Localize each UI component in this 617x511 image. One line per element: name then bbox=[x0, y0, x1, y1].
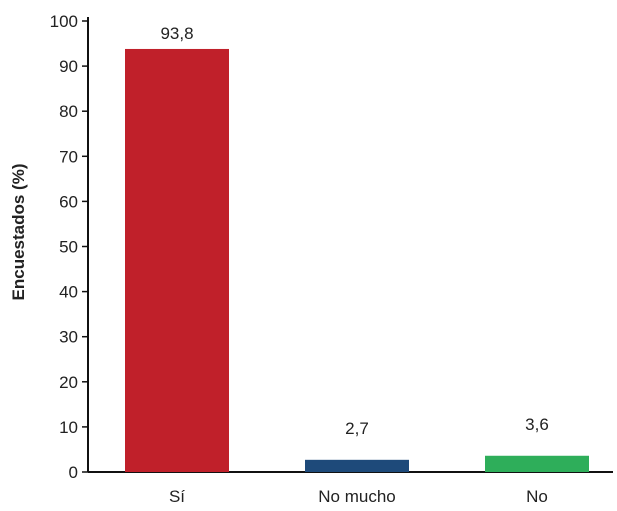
y-axis: 0 10 20 30 40 50 60 70 80 90 100 bbox=[50, 12, 89, 482]
x-category-label: Sí bbox=[169, 487, 185, 506]
y-tick-label: 60 bbox=[59, 192, 78, 211]
y-tick-label: 90 bbox=[59, 57, 78, 76]
y-tick-label: 40 bbox=[59, 283, 78, 302]
x-axis: Sí No mucho No bbox=[88, 471, 613, 506]
y-tick-label: 80 bbox=[59, 102, 78, 121]
x-category-label: No mucho bbox=[318, 487, 395, 506]
y-axis-title: Encuestados (%) bbox=[9, 164, 28, 301]
bar-value-label: 93,8 bbox=[160, 24, 193, 43]
bar-value-label: 2,7 bbox=[345, 419, 369, 438]
data-labels: 93,8 2,7 3,6 bbox=[160, 24, 548, 438]
y-tick-label: 100 bbox=[50, 12, 78, 31]
bars bbox=[125, 48, 589, 472]
y-tick-label: 20 bbox=[59, 373, 78, 392]
y-tick-label: 30 bbox=[59, 328, 78, 347]
y-tick-label: 10 bbox=[59, 418, 78, 437]
y-tick-label: 70 bbox=[59, 147, 78, 166]
bar-value-label: 3,6 bbox=[525, 415, 549, 434]
bar bbox=[485, 455, 589, 472]
y-tick-label: 0 bbox=[69, 463, 78, 482]
bar bbox=[125, 48, 229, 472]
bar bbox=[305, 459, 409, 472]
x-category-label: No bbox=[526, 487, 548, 506]
y-tick-label: 50 bbox=[59, 238, 78, 257]
